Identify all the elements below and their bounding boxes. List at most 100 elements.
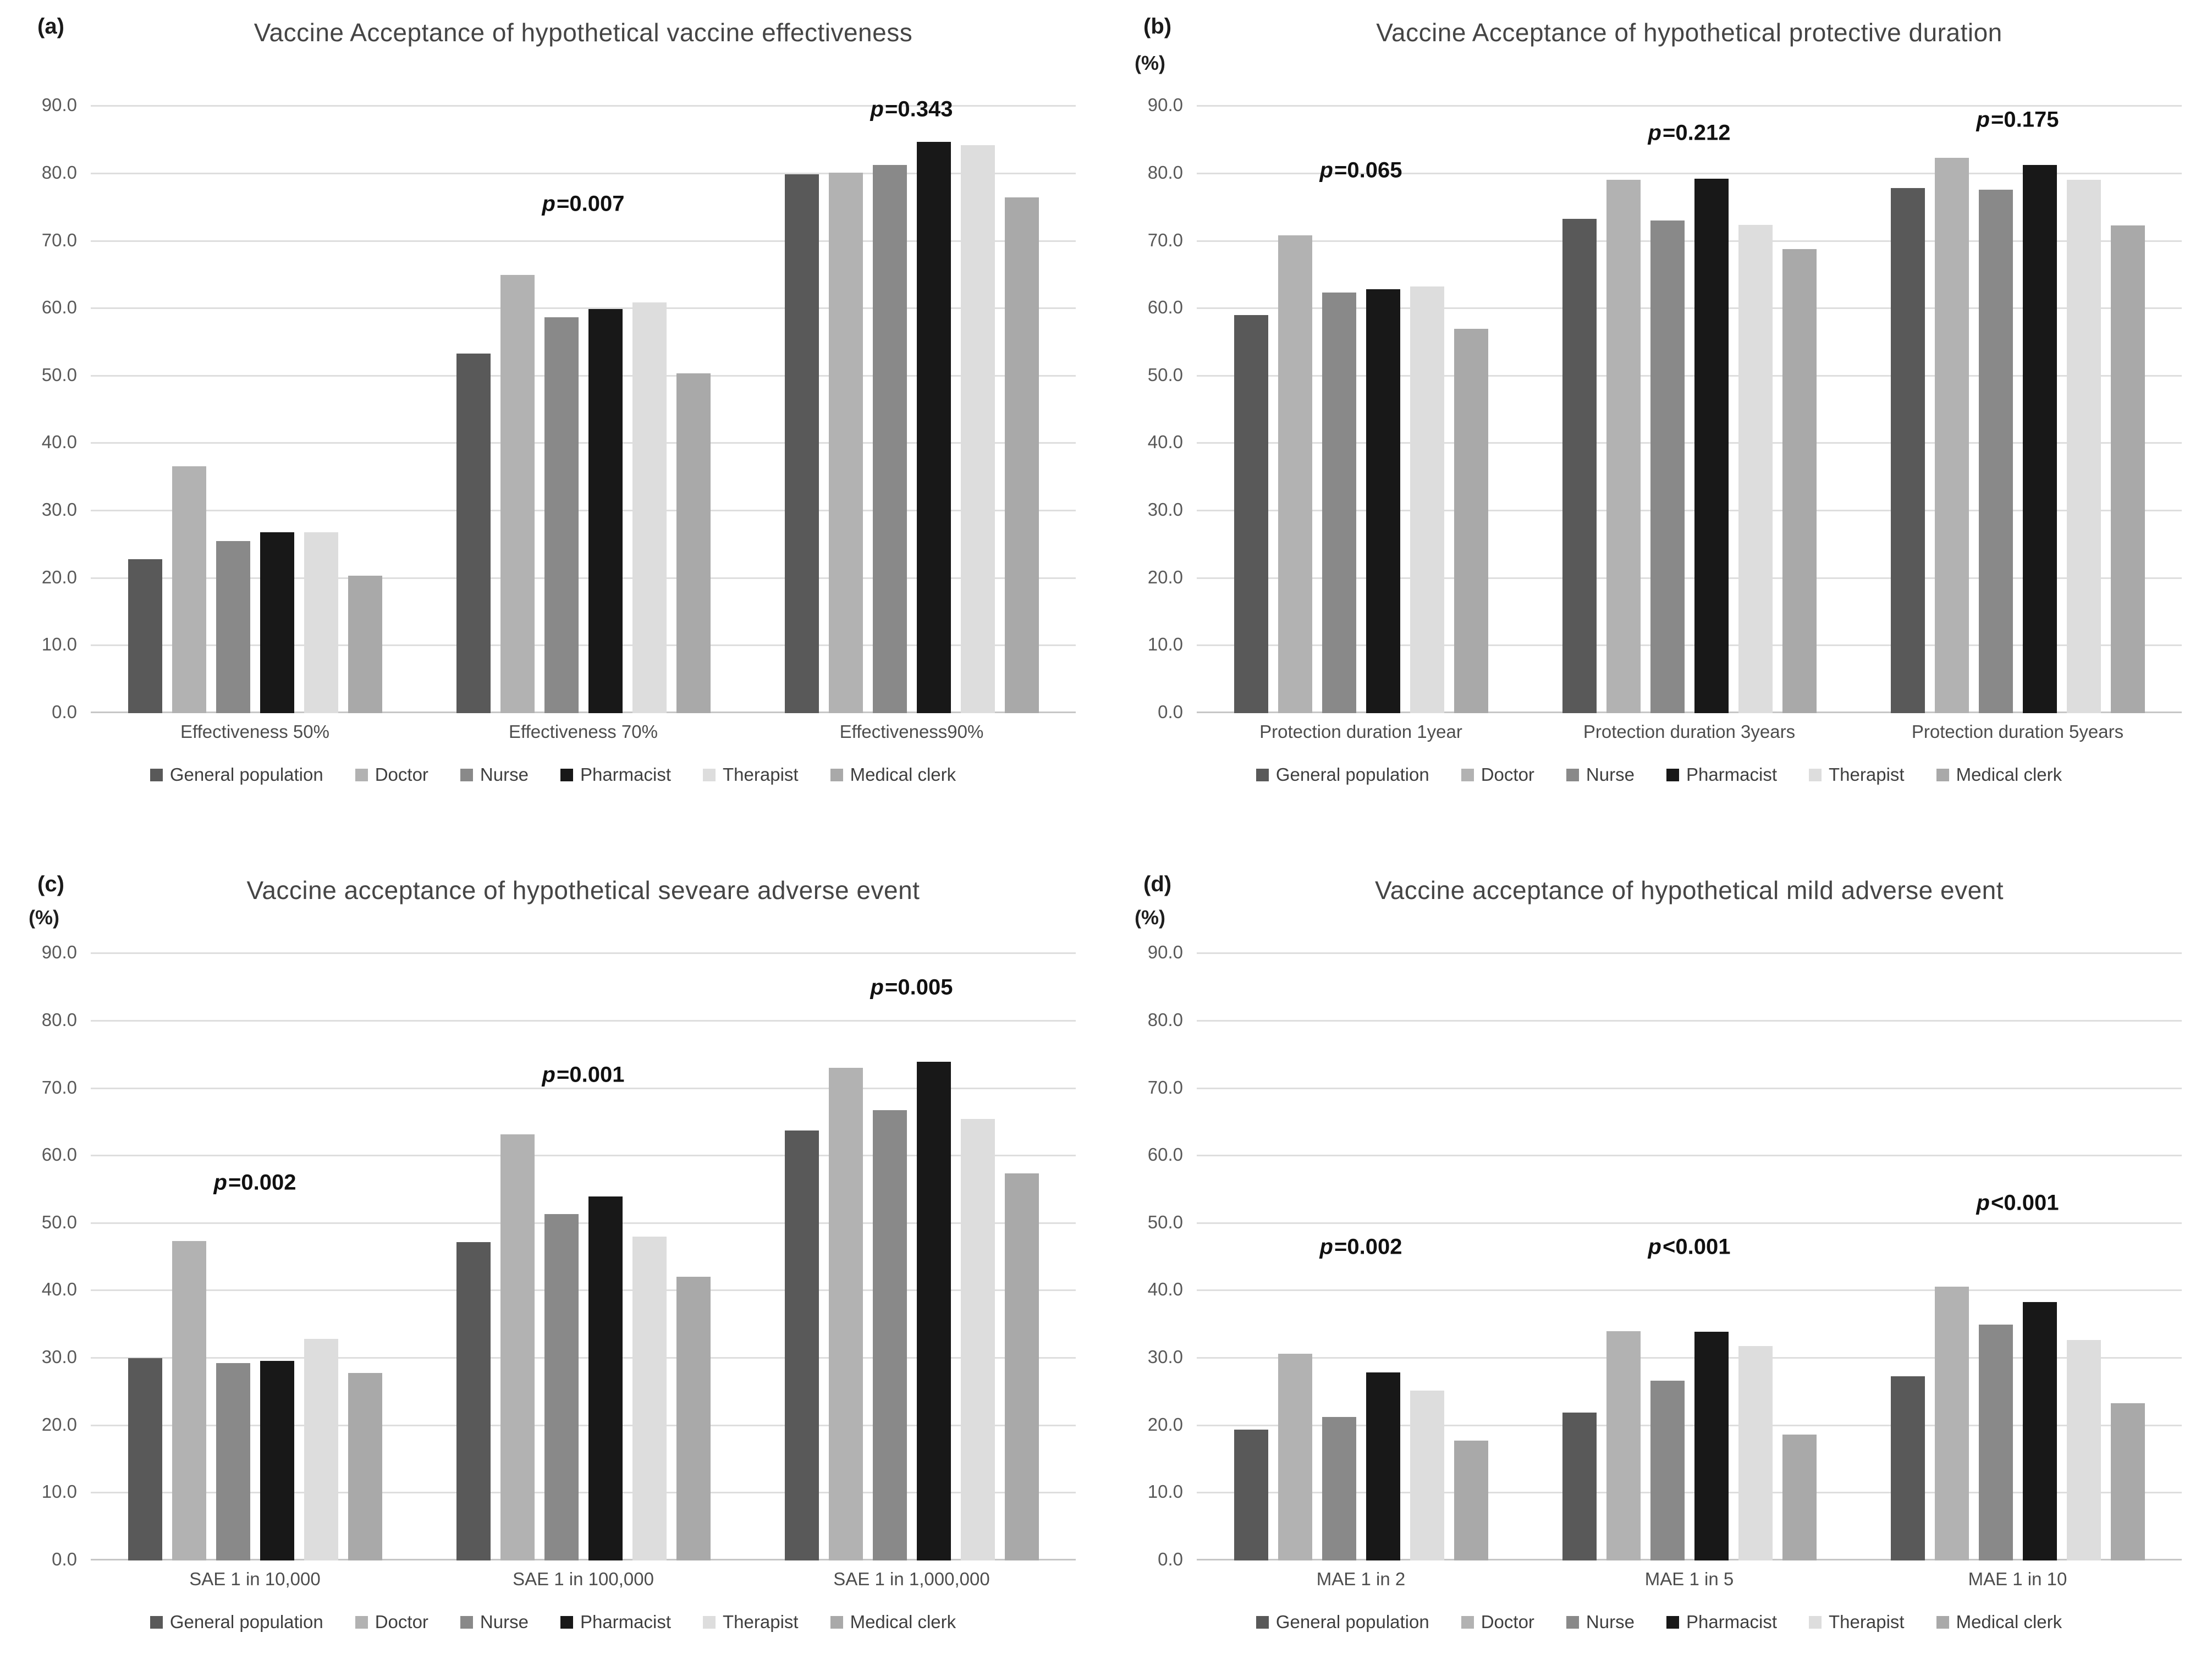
y-tick-label: 70.0 <box>41 1077 77 1098</box>
x-axis-label: MAE 1 in 2 <box>1316 1569 1406 1589</box>
legend-label: Therapist <box>723 1612 799 1632</box>
bar-therapist <box>632 1237 667 1560</box>
legend-label: General population <box>1275 1612 1429 1632</box>
gridline <box>1197 1155 2182 1157</box>
p-value-text: =0.212 <box>1662 120 1731 145</box>
gridline <box>1197 577 2182 579</box>
legend-label: Medical clerk <box>1956 1612 2062 1632</box>
bar-nurse <box>216 541 250 713</box>
bar-general-population <box>1890 187 1925 713</box>
legend-swatch-medical-clerk <box>1936 768 1949 781</box>
gridline <box>1197 240 2182 242</box>
legend-label: Doctor <box>375 764 428 785</box>
bar-nurse <box>1650 1380 1685 1560</box>
bar-doctor <box>500 274 535 713</box>
bar-medical-clerk <box>1454 329 1488 713</box>
p-value-text: =0.065 <box>1334 158 1402 183</box>
gridline <box>1197 1222 2182 1224</box>
bar-group-effectiveness90: p=0.343 <box>747 73 1076 713</box>
bar-medical-clerk <box>348 1373 382 1560</box>
gridline <box>1197 172 2182 174</box>
y-tick-label: 20.0 <box>41 1414 77 1435</box>
p-value-annotation: p=0.005 <box>871 975 953 1000</box>
x-axis-baseline <box>1197 712 2182 713</box>
bar-pharmacist <box>1366 289 1400 713</box>
bar-general-population <box>456 354 491 713</box>
panel-d: (d) Vaccine acceptance of hypothetical mi… <box>1106 830 2212 1660</box>
bar-group-protection-duration-5years: p=0.175 <box>1853 73 2182 713</box>
bar-medical-clerk <box>2110 1403 2145 1560</box>
gridline <box>1197 1019 2182 1022</box>
legend-item-doctor: Doctor <box>1461 764 1534 785</box>
bar-group-sae-1-in-1-000-000: p=0.005 <box>747 920 1076 1560</box>
gridline <box>91 1289 1076 1292</box>
bar-pharmacist <box>260 532 294 713</box>
legend-label: Doctor <box>375 1612 428 1632</box>
bar-group-mae-1-in-2: p=0.002 <box>1197 920 1525 1560</box>
y-tick-label: 10.0 <box>1147 634 1183 655</box>
bar-nurse <box>1650 220 1685 713</box>
y-axis-unit-label: (%) <box>1135 906 1165 929</box>
legend-swatch-medical-clerk <box>830 768 843 781</box>
y-tick-label: 0.0 <box>1158 702 1183 722</box>
gridline <box>1197 442 2182 444</box>
x-axis-label: Effectiveness90% <box>839 721 984 742</box>
p-value-annotation: p<0.001 <box>1648 1234 1731 1259</box>
bar-therapist <box>960 1118 995 1560</box>
x-axis-label: SAE 1 in 1,000,000 <box>833 1569 990 1589</box>
bar-group-sae-1-in-100-000: p=0.001 <box>419 920 747 1560</box>
gridline <box>91 172 1076 174</box>
plot-area: 90.0 80.0 70.0 60.0 50.0 40.0 30.0 20.0 10.0 0.0 p… <box>1148 920 2182 1569</box>
x-axis-labels: Effectiveness 50% Effectiveness 70% Effect… <box>91 721 1076 742</box>
bar-general-population <box>1562 219 1597 713</box>
gridline <box>91 1222 1076 1224</box>
legend-item-medical-clerk: Medical clerk <box>1936 1612 2062 1633</box>
bar-general-population <box>784 1130 819 1560</box>
gridline <box>91 374 1076 377</box>
panel-title: Vaccine acceptance of hypothetical mild … <box>1374 876 2004 905</box>
plot-area: 90.0 80.0 70.0 60.0 50.0 40.0 30.0 20.0 10.0 0.0 p… <box>42 73 1076 722</box>
gridline <box>91 577 1076 579</box>
gridline <box>1197 105 2182 107</box>
p-value-text: =0.005 <box>884 975 953 1000</box>
panel-b: (b) Vaccine Acceptance of hypothetical pr… <box>1106 0 2212 830</box>
bar-medical-clerk <box>348 575 382 713</box>
legend-label: Nurse <box>1586 1612 1635 1632</box>
panel-tag: (c) <box>37 872 64 896</box>
legend-label: Therapist <box>723 764 799 785</box>
bar-general-population <box>128 559 162 713</box>
bar-therapist <box>2066 179 2101 713</box>
bar-general-population <box>1234 1430 1268 1560</box>
y-tick-label: 50.0 <box>1147 1211 1183 1232</box>
gridline <box>91 1087 1076 1089</box>
gridline <box>91 1357 1076 1359</box>
x-axis-baseline <box>1197 1559 2182 1560</box>
panel-a: (a) Vaccine Acceptance of hypothetical va… <box>0 0 1106 830</box>
bar-doctor <box>828 1067 863 1560</box>
gridline <box>91 1424 1076 1426</box>
legend-swatch-nurse <box>1566 768 1579 781</box>
p-value-annotation: p=0.001 <box>542 1063 625 1088</box>
legend-item-general-population: General population <box>1256 1612 1429 1633</box>
legend-label: Medical clerk <box>1956 764 2062 785</box>
y-tick-label: 90.0 <box>41 95 77 115</box>
p-value-text: <0.001 <box>1662 1234 1731 1259</box>
bar-pharmacist <box>588 1196 623 1560</box>
legend-item-pharmacist: Pharmacist <box>1666 1612 1777 1633</box>
bar-therapist <box>1410 1390 1444 1560</box>
y-tick-label: 30.0 <box>41 499 77 520</box>
y-tick-label: 0.0 <box>52 1549 77 1569</box>
legend-item-general-population: General population <box>1256 764 1429 785</box>
bar-general-population <box>1562 1413 1597 1560</box>
legend-swatch-doctor <box>355 768 368 781</box>
bar-medical-clerk <box>1004 197 1039 713</box>
p-value-annotation: p=0.212 <box>1648 121 1731 146</box>
gridline <box>1197 307 2182 310</box>
bar-doctor <box>1606 179 1641 713</box>
y-tick-label: 40.0 <box>41 1279 77 1300</box>
bar-doctor <box>1934 1287 1969 1560</box>
x-axis-labels: SAE 1 in 10,000 SAE 1 in 100,000 SAE 1 in … <box>91 1569 1076 1590</box>
p-value-annotation: p=0.002 <box>1320 1234 1402 1259</box>
bar-pharmacist <box>2022 165 2057 713</box>
y-tick-label: 70.0 <box>1147 1077 1183 1098</box>
